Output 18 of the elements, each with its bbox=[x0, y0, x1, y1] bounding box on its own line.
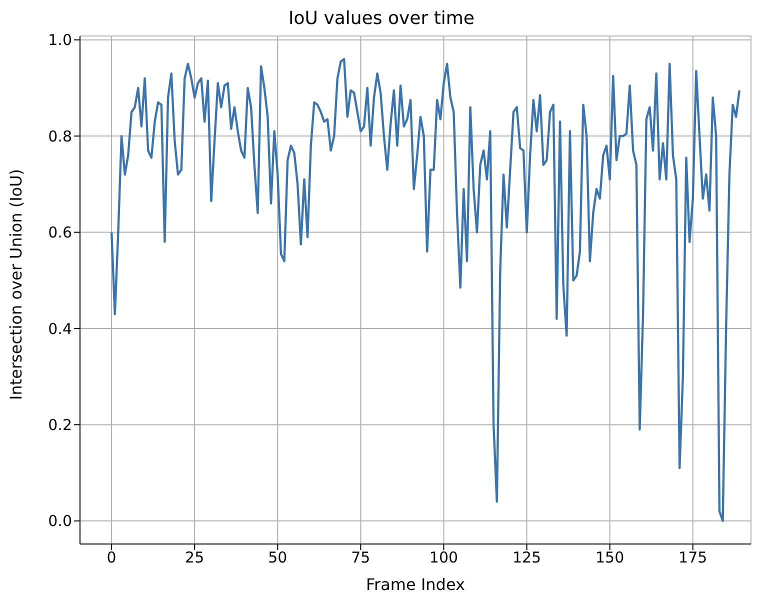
y-tick-label: 0.6 bbox=[48, 224, 72, 242]
y-tick-label: 1.0 bbox=[48, 31, 72, 50]
x-tick-label: 175 bbox=[678, 548, 708, 567]
y-tick-label: 0.4 bbox=[48, 320, 72, 338]
y-axis-title: Intersection over Union (IoU) bbox=[6, 168, 26, 400]
x-axis-title: Frame Index bbox=[366, 575, 465, 594]
x-tick-label: 100 bbox=[429, 548, 458, 567]
x-tick-label: 25 bbox=[185, 548, 204, 567]
line-series bbox=[110, 58, 740, 522]
x-tick-label: 150 bbox=[596, 548, 624, 567]
chart-title: IoU values over time bbox=[288, 8, 474, 29]
x-tick-label: 50 bbox=[268, 548, 288, 567]
x-tick-label: 75 bbox=[351, 548, 370, 567]
x-tick-label: 125 bbox=[512, 548, 542, 567]
y-tick-label: 0.2 bbox=[48, 416, 72, 434]
y-tick-label: 0.0 bbox=[48, 512, 72, 530]
x-tick-label: 0 bbox=[106, 548, 116, 567]
y-tick-label: 0.8 bbox=[48, 127, 72, 146]
